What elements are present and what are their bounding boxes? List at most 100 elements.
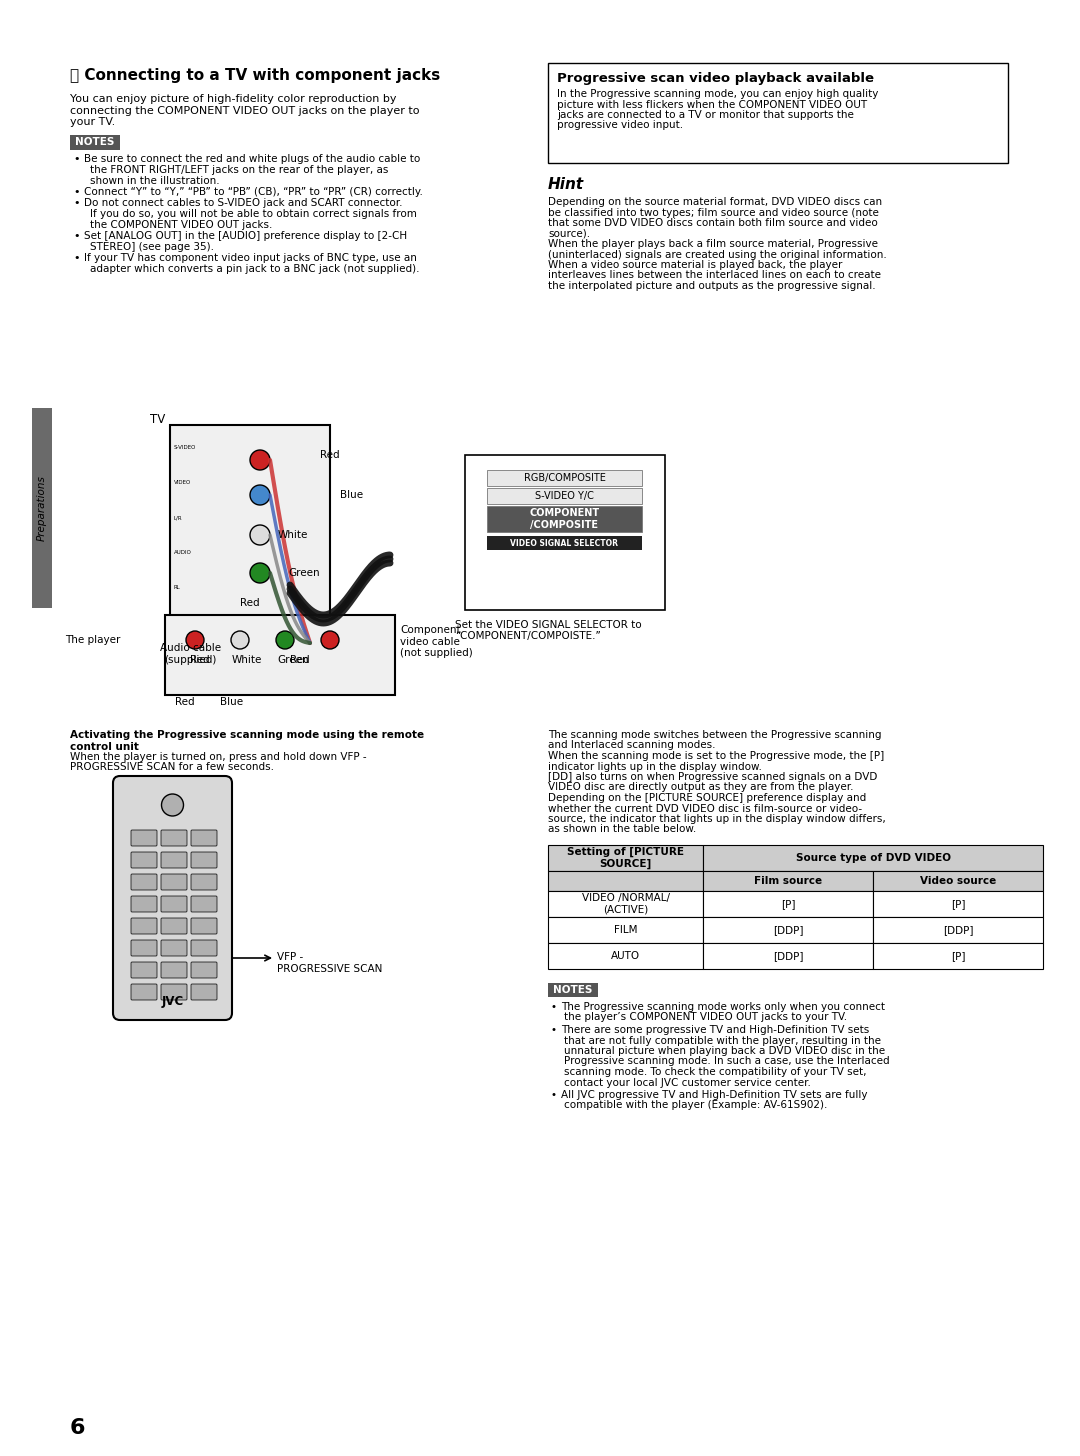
Text: The player: The player	[65, 635, 120, 645]
FancyBboxPatch shape	[131, 830, 157, 846]
Text: AUTO: AUTO	[611, 951, 640, 961]
Text: Red: Red	[240, 598, 259, 609]
Text: scanning mode. To check the compatibility of your TV set,: scanning mode. To check the compatibilit…	[564, 1067, 866, 1077]
Bar	[487, 488, 642, 504]
Text: Blue: Blue	[340, 491, 363, 499]
FancyBboxPatch shape	[161, 852, 187, 868]
Text: the player’s COMPONENT VIDEO OUT jacks to your TV.: the player’s COMPONENT VIDEO OUT jacks t…	[564, 1012, 847, 1022]
Text: interleaves lines between the interlaced lines on each to create: interleaves lines between the interlaced…	[548, 271, 881, 281]
Text: There are some progressive TV and High-Definition TV sets: There are some progressive TV and High-D…	[561, 1025, 869, 1035]
Bar	[548, 891, 703, 917]
Text: and Interlaced scanning modes.: and Interlaced scanning modes.	[548, 741, 715, 750]
Text: “COMPONENT/COMPOISTE.”: “COMPONENT/COMPOISTE.”	[455, 630, 600, 641]
Text: AUDIO: AUDIO	[174, 550, 192, 555]
Text: Set [ANALOG OUT] in the [AUDIO] preference display to [2-CH: Set [ANALOG OUT] in the [AUDIO] preferen…	[84, 232, 407, 242]
Text: All JVC progressive TV and High-Definition TV sets are fully: All JVC progressive TV and High-Definiti…	[561, 1091, 867, 1099]
Text: NOTES: NOTES	[76, 137, 114, 147]
Bar	[548, 871, 703, 891]
Text: •: •	[551, 1025, 557, 1035]
Text: shown in the illustration.: shown in the illustration.	[90, 176, 219, 185]
Circle shape	[276, 630, 294, 649]
Text: source).: source).	[548, 229, 590, 239]
Text: indicator lights up in the display window.: indicator lights up in the display windo…	[548, 761, 761, 772]
Text: unnatural picture when playing back a DVD VIDEO disc in the: unnatural picture when playing back a DV…	[564, 1045, 886, 1056]
Bar	[873, 917, 1043, 943]
Bar	[465, 454, 665, 610]
Text: Hint: Hint	[548, 178, 584, 192]
Text: Source type of DVD VIDEO: Source type of DVD VIDEO	[796, 853, 950, 863]
Text: L/R: L/R	[174, 515, 183, 520]
FancyBboxPatch shape	[191, 874, 217, 890]
Text: Depending on the [PICTURE SOURCE] preference display and: Depending on the [PICTURE SOURCE] prefer…	[548, 794, 866, 804]
Text: ⓓ Connecting to a TV with component jacks: ⓓ Connecting to a TV with component jack…	[70, 68, 441, 83]
Text: Video source: Video source	[920, 877, 996, 887]
Text: Activating the Progressive scanning mode using the remote
control unit: Activating the Progressive scanning mode…	[70, 729, 424, 751]
FancyBboxPatch shape	[191, 852, 217, 868]
Text: FILM: FILM	[613, 925, 637, 935]
Text: •: •	[73, 186, 80, 197]
Text: VFP -
PROGRESSIVE SCAN: VFP - PROGRESSIVE SCAN	[276, 952, 382, 974]
Text: the COMPONENT VIDEO OUT jacks.: the COMPONENT VIDEO OUT jacks.	[90, 220, 272, 230]
Text: VIDEO: VIDEO	[174, 480, 191, 485]
Text: be classified into two types; film source and video source (note: be classified into two types; film sourc…	[548, 208, 879, 217]
Text: •: •	[73, 253, 80, 264]
Text: the interpolated picture and outputs as the progressive signal.: the interpolated picture and outputs as …	[548, 281, 876, 291]
Text: compatible with the player (Example: AV-61S902).: compatible with the player (Example: AV-…	[564, 1101, 827, 1111]
FancyBboxPatch shape	[191, 895, 217, 911]
Text: Component
video cable
(not supplied): Component video cable (not supplied)	[400, 625, 473, 658]
Text: The scanning mode switches between the Progressive scanning: The scanning mode switches between the P…	[548, 729, 881, 740]
FancyBboxPatch shape	[161, 830, 187, 846]
Text: that some DVD VIDEO discs contain both film source and video: that some DVD VIDEO discs contain both f…	[548, 218, 878, 229]
FancyBboxPatch shape	[131, 984, 157, 1000]
Text: Red: Red	[175, 697, 194, 708]
Text: Connect “Y” to “Y,” “PB” to “PB” (CB), “PR” to “PR” (CR) correctly.: Connect “Y” to “Y,” “PB” to “PB” (CB), “…	[84, 186, 423, 197]
Bar	[170, 425, 330, 635]
Text: (uninterlaced) signals are created using the original information.: (uninterlaced) signals are created using…	[548, 249, 887, 259]
Text: •: •	[551, 1091, 557, 1099]
Text: connecting the COMPONENT VIDEO OUT jacks on the player to: connecting the COMPONENT VIDEO OUT jacks…	[70, 105, 419, 115]
FancyBboxPatch shape	[131, 941, 157, 957]
Bar	[32, 408, 52, 609]
Text: contact your local JVC customer service center.: contact your local JVC customer service …	[564, 1077, 811, 1088]
Text: Progressive scan video playback available: Progressive scan video playback availabl…	[557, 71, 874, 84]
Text: •: •	[551, 1002, 557, 1012]
Text: When a video source material is played back, the player: When a video source material is played b…	[548, 261, 842, 269]
Text: picture with less flickers when the COMPONENT VIDEO OUT: picture with less flickers when the COMP…	[557, 99, 867, 109]
Text: When the scanning mode is set to the Progressive mode, the [P]: When the scanning mode is set to the Pro…	[548, 751, 885, 761]
Text: JVC: JVC	[161, 994, 184, 1008]
Text: Red: Red	[320, 450, 339, 460]
Bar	[487, 536, 642, 550]
Text: White: White	[232, 655, 262, 665]
FancyBboxPatch shape	[131, 874, 157, 890]
Circle shape	[186, 630, 204, 649]
Text: The Progressive scanning mode works only when you connect: The Progressive scanning mode works only…	[561, 1002, 885, 1012]
Text: COMPONENT
/COMPOSITE: COMPONENT /COMPOSITE	[529, 508, 599, 530]
Text: Set the VIDEO SIGNAL SELECTOR to: Set the VIDEO SIGNAL SELECTOR to	[455, 620, 642, 630]
Text: If your TV has component video input jacks of BNC type, use an: If your TV has component video input jac…	[84, 253, 417, 264]
Text: Green: Green	[288, 568, 320, 578]
Text: •: •	[73, 154, 80, 165]
Text: PROGRESSIVE SCAN for a few seconds.: PROGRESSIVE SCAN for a few seconds.	[70, 763, 274, 773]
FancyBboxPatch shape	[191, 962, 217, 978]
Text: STEREO] (see page 35).: STEREO] (see page 35).	[90, 242, 214, 252]
Text: If you do so, you will not be able to obtain correct signals from: If you do so, you will not be able to ob…	[90, 210, 417, 218]
FancyBboxPatch shape	[161, 895, 187, 911]
Text: You can enjoy picture of high-fidelity color reproduction by: You can enjoy picture of high-fidelity c…	[70, 95, 396, 103]
Text: adapter which converts a pin jack to a BNC jack (not supplied).: adapter which converts a pin jack to a B…	[90, 264, 419, 274]
Text: NOTES: NOTES	[553, 986, 593, 994]
Bar	[703, 844, 1043, 871]
Bar	[703, 917, 873, 943]
Bar	[548, 63, 1008, 163]
FancyBboxPatch shape	[131, 895, 157, 911]
Circle shape	[231, 630, 249, 649]
Text: White: White	[278, 530, 309, 540]
Text: Blue: Blue	[220, 697, 243, 708]
Text: 6: 6	[70, 1418, 85, 1439]
Text: RGB/COMPOSITE: RGB/COMPOSITE	[524, 473, 606, 483]
Bar	[548, 844, 703, 871]
Text: [DDP]: [DDP]	[773, 925, 804, 935]
Bar	[548, 943, 703, 970]
Text: Progressive scanning mode. In such a case, use the Interlaced: Progressive scanning mode. In such a cas…	[564, 1057, 890, 1066]
Text: progressive video input.: progressive video input.	[557, 121, 684, 131]
FancyBboxPatch shape	[161, 917, 187, 933]
